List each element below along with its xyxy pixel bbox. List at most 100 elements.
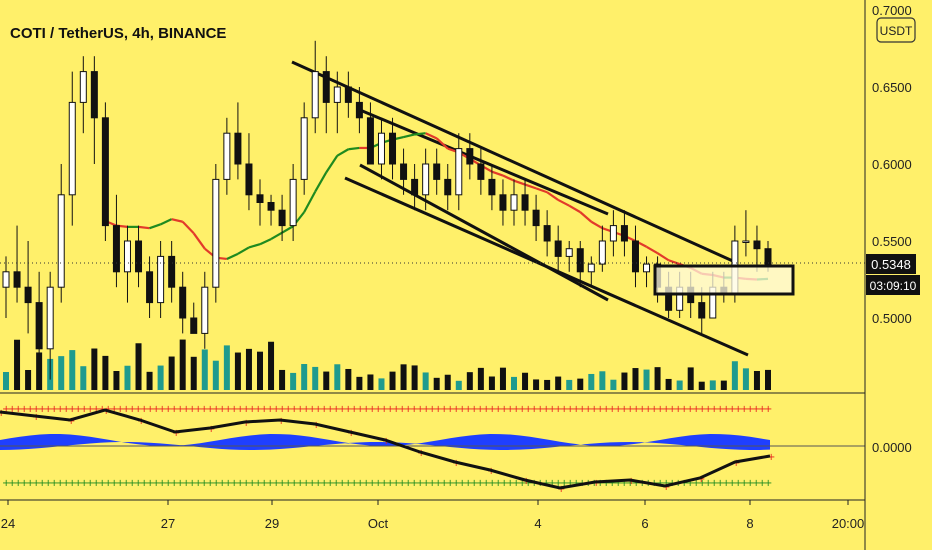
candle-body-down	[532, 209, 540, 227]
candle	[587, 256, 595, 288]
osc-lower-dot: +	[320, 478, 328, 489]
osc-upper-dot: +	[644, 404, 652, 415]
osc-lower-dot: +	[566, 478, 574, 489]
volume-bar	[654, 367, 661, 390]
candle-body-down	[112, 225, 120, 273]
candle-body-down	[135, 240, 143, 273]
osc-lower-dot: +	[686, 478, 694, 489]
volume-bar	[621, 372, 628, 390]
oscillator-zero-tick: 0.0000	[872, 440, 912, 455]
osc-upper-dot: +	[140, 404, 148, 415]
price-tick-4: 0.5000	[872, 311, 912, 326]
ma-segment	[524, 183, 537, 190]
osc-upper-dot: +	[32, 404, 40, 415]
osc-upper-dot: +	[128, 404, 136, 415]
osc-lower-dot: +	[122, 478, 130, 489]
osc-lower-dot: +	[746, 478, 754, 489]
candle	[179, 271, 187, 334]
candle	[57, 164, 65, 303]
volume-bar	[301, 364, 308, 390]
osc-upper-dot: +	[662, 404, 670, 415]
ma-segment	[502, 174, 515, 182]
osc-lower-dot: +	[266, 478, 274, 489]
osc-upper-dot: +	[746, 404, 754, 415]
volume-bar	[80, 366, 87, 390]
osc-upper-dot: +	[650, 404, 658, 415]
volume-bar	[146, 371, 153, 390]
osc-lower-dot: +	[392, 478, 400, 489]
candle-body-down	[267, 202, 275, 211]
chart-title: COTI / TetherUS, 4h, BINANCE	[10, 25, 226, 42]
osc-upper-dot: +	[464, 404, 472, 415]
candle-body-up	[157, 255, 165, 304]
volume-bar	[190, 356, 197, 390]
osc-lower-dot: +	[632, 478, 640, 489]
candle	[35, 271, 43, 365]
osc-upper-dot: +	[194, 404, 202, 415]
osc-upper-dot: +	[572, 404, 580, 415]
ma-segment	[513, 179, 526, 186]
osc-upper-dot: +	[380, 404, 388, 415]
osc-lower-dot: +	[224, 478, 232, 489]
candle-body-down	[168, 255, 176, 288]
osc-upper-dot: +	[116, 404, 124, 415]
candle	[620, 210, 628, 257]
osc-lower-dot: +	[212, 478, 220, 489]
volume-bar	[168, 356, 175, 390]
candle	[355, 87, 363, 134]
osc-lower-dot: +	[128, 478, 136, 489]
osc-lower-dot: +	[338, 478, 346, 489]
osc-upper-dot: +	[446, 404, 454, 415]
osc-lower-dot: +	[230, 478, 238, 489]
osc-upper-dot: +	[134, 404, 142, 415]
price-tick-2: 0.6000	[872, 157, 912, 172]
osc-lower-dot: +	[344, 478, 352, 489]
channel-line-2[interactable]	[359, 108, 609, 216]
ma-segment	[348, 146, 360, 151]
osc-lower-dot: +	[458, 478, 466, 489]
osc-upper-dot: +	[656, 404, 664, 415]
osc-upper-dot: +	[332, 404, 340, 415]
candle	[377, 117, 385, 180]
candle-body-down	[389, 132, 397, 165]
osc-lower-dot: +	[734, 478, 742, 489]
candle	[135, 225, 143, 288]
osc-upper-dot: +	[290, 404, 298, 415]
osc-upper-dot: +	[686, 404, 694, 415]
support-zone-box[interactable]	[653, 264, 795, 296]
channel-line-3[interactable]	[359, 163, 609, 302]
currency-badge[interactable]: USDT	[876, 17, 916, 43]
osc-upper-dot: +	[254, 404, 262, 415]
osc-upper-dot: +	[452, 404, 460, 415]
osc-upper-dot: +	[680, 404, 688, 415]
osc-upper-dot: +	[524, 404, 532, 415]
volume-bar	[455, 380, 462, 390]
time-tick-2: 29	[265, 516, 279, 531]
candle-body-up	[68, 101, 76, 196]
osc-lower-dot: +	[188, 478, 196, 489]
osc-lower-dot: +	[608, 478, 616, 489]
channel-line-0[interactable]	[291, 60, 736, 264]
osc-upper-dot: +	[668, 404, 676, 415]
currency-badge-box[interactable]	[876, 17, 916, 43]
volume-bar	[91, 348, 98, 390]
osc-upper-dot: +	[560, 404, 568, 415]
candle-body-up	[742, 240, 750, 243]
candle	[543, 210, 551, 257]
osc-upper-dot: +	[500, 404, 508, 415]
candle	[311, 40, 319, 134]
osc-upper-dot: +	[14, 404, 22, 415]
volume-bar	[499, 367, 506, 390]
candle	[411, 164, 419, 211]
osc-lower-dot: +	[362, 478, 370, 489]
osc-lower-dot: +	[698, 478, 706, 489]
osc-upper-dot: +	[248, 404, 256, 415]
candle	[576, 241, 584, 288]
ma-segment	[259, 238, 272, 246]
volume-bar	[400, 364, 407, 390]
osc-lower-dot: +	[206, 478, 214, 489]
osc-upper-dot: +	[374, 404, 382, 415]
osc-upper-dot: +	[284, 404, 292, 415]
candle-body-up	[212, 178, 220, 288]
osc-lower-dot: +	[764, 478, 772, 489]
